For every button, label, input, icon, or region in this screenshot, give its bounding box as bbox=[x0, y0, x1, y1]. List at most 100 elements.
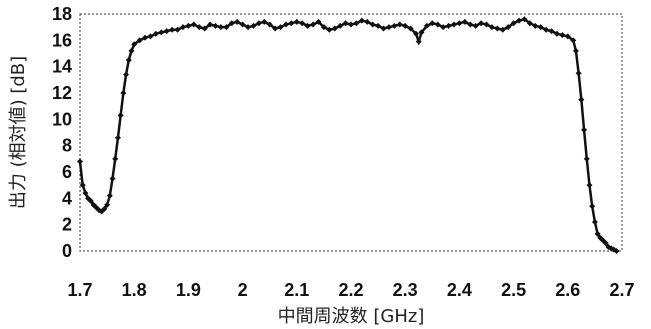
data-point bbox=[581, 126, 588, 133]
data-point bbox=[391, 22, 398, 29]
data-point bbox=[510, 20, 517, 27]
data-point bbox=[272, 25, 279, 32]
data-point bbox=[337, 22, 344, 29]
data-point bbox=[537, 24, 544, 31]
y-tick-label: 16 bbox=[52, 30, 72, 50]
data-point bbox=[602, 240, 609, 247]
data-point bbox=[415, 38, 422, 45]
data-point bbox=[423, 22, 430, 29]
data-point bbox=[572, 47, 579, 54]
x-axis-title: 中間周波数 [GHz] bbox=[278, 306, 425, 327]
data-point bbox=[87, 197, 94, 204]
data-point bbox=[559, 32, 566, 39]
data-point bbox=[494, 25, 501, 32]
data-point bbox=[320, 24, 327, 31]
data-point bbox=[288, 20, 295, 27]
data-point bbox=[385, 24, 392, 31]
data-point bbox=[310, 21, 317, 28]
data-point bbox=[299, 20, 306, 27]
x-tick-label: 2.3 bbox=[393, 280, 418, 300]
data-point bbox=[413, 30, 420, 37]
data-point bbox=[594, 230, 601, 237]
data-point bbox=[516, 17, 523, 24]
series-line bbox=[78, 17, 618, 253]
data-point bbox=[353, 20, 360, 27]
data-point bbox=[570, 37, 577, 44]
data-point bbox=[212, 22, 219, 29]
data-point bbox=[136, 37, 143, 44]
data-point bbox=[282, 21, 289, 28]
data-point bbox=[553, 30, 560, 37]
data-point bbox=[348, 21, 354, 28]
x-tick-label: 2.2 bbox=[338, 280, 363, 300]
data-point bbox=[521, 16, 528, 23]
data-point bbox=[578, 96, 585, 103]
x-tick-label: 1.9 bbox=[176, 280, 201, 300]
y-tick-label: 14 bbox=[52, 57, 72, 77]
data-point bbox=[380, 25, 387, 32]
data-point bbox=[250, 22, 257, 29]
data-point bbox=[163, 28, 170, 35]
data-point bbox=[261, 18, 268, 25]
data-point bbox=[217, 24, 224, 31]
data-point bbox=[277, 24, 284, 31]
data-point bbox=[396, 21, 403, 28]
data-point bbox=[326, 26, 333, 33]
y-axis-title: 出力 (相対値) [dB] bbox=[8, 56, 29, 209]
data-point bbox=[255, 20, 262, 27]
data-point bbox=[117, 112, 124, 119]
data-point bbox=[478, 20, 485, 27]
data-point bbox=[375, 22, 382, 29]
data-point bbox=[499, 26, 506, 33]
data-point bbox=[589, 203, 596, 210]
data-series bbox=[77, 16, 620, 254]
data-point bbox=[450, 21, 457, 28]
x-tick-label: 1.8 bbox=[122, 280, 147, 300]
x-tick-label: 2.1 bbox=[284, 280, 309, 300]
data-point bbox=[575, 70, 582, 77]
data-point bbox=[101, 205, 108, 212]
data-point bbox=[456, 20, 463, 27]
x-tick-label: 1.7 bbox=[67, 280, 92, 300]
data-point bbox=[174, 26, 181, 33]
data-point bbox=[526, 20, 533, 27]
data-point bbox=[358, 17, 365, 24]
data-point bbox=[104, 201, 111, 208]
data-point bbox=[158, 29, 165, 36]
data-point bbox=[467, 21, 474, 28]
data-point bbox=[123, 71, 130, 78]
data-point bbox=[483, 21, 490, 28]
data-point bbox=[591, 219, 598, 226]
y-tick-label: 6 bbox=[62, 162, 72, 182]
x-tick-label: 2.4 bbox=[447, 280, 472, 300]
x-tick-label: 2 bbox=[238, 280, 248, 300]
data-point bbox=[505, 24, 512, 31]
data-point bbox=[106, 192, 113, 199]
data-point bbox=[109, 175, 116, 182]
data-point bbox=[179, 24, 186, 31]
data-point bbox=[532, 22, 539, 29]
data-point bbox=[223, 24, 230, 31]
data-point bbox=[407, 25, 414, 32]
data-point bbox=[369, 21, 376, 28]
y-tick-label: 2 bbox=[62, 215, 72, 235]
data-point bbox=[564, 33, 571, 40]
data-point bbox=[613, 248, 620, 254]
y-tick-label: 0 bbox=[62, 241, 72, 261]
data-point bbox=[440, 24, 447, 31]
data-point bbox=[201, 25, 208, 32]
data-point bbox=[125, 57, 132, 64]
x-tick-label: 2.5 bbox=[501, 280, 526, 300]
data-point bbox=[304, 22, 311, 29]
data-point bbox=[169, 26, 176, 33]
data-point bbox=[114, 134, 121, 141]
y-tick-label: 18 bbox=[52, 4, 72, 24]
data-point bbox=[472, 22, 479, 29]
data-point bbox=[190, 21, 197, 28]
data-point bbox=[147, 33, 154, 40]
data-point bbox=[402, 22, 409, 29]
data-point bbox=[239, 21, 246, 28]
data-point bbox=[152, 30, 159, 37]
data-point bbox=[461, 18, 468, 25]
